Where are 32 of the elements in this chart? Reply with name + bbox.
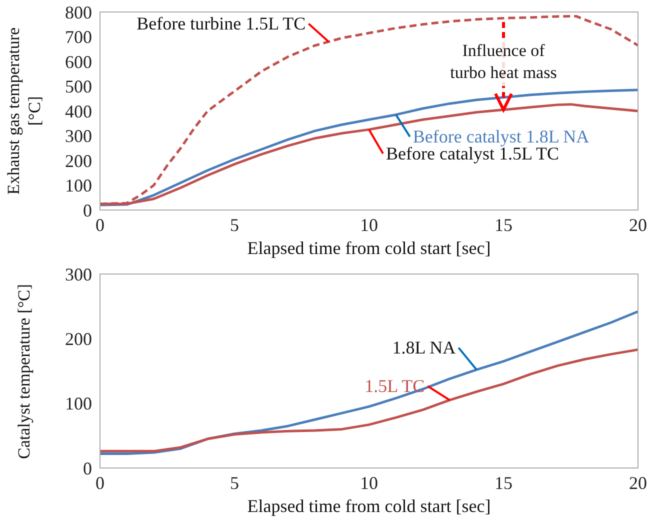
x-tick-label: 10 bbox=[360, 214, 378, 235]
x-tick-label: 0 bbox=[96, 214, 104, 235]
x-tick-label: 0 bbox=[96, 472, 104, 493]
y-tick-label: 300 bbox=[65, 264, 92, 284]
x-tick-label: 5 bbox=[230, 472, 239, 493]
x-tick-label: 20 bbox=[629, 472, 647, 493]
x-tick-label: 10 bbox=[360, 472, 378, 493]
x-tick-label: 15 bbox=[494, 472, 512, 493]
series-label: 1.8L NA bbox=[392, 338, 456, 358]
series-label: Before turbine 1.5L TC bbox=[136, 14, 306, 34]
x-tick-label: 15 bbox=[494, 214, 512, 235]
y-tick-label: 400 bbox=[65, 101, 92, 122]
y-tick-label: 500 bbox=[65, 76, 92, 97]
y-tick-label: 100 bbox=[65, 394, 92, 414]
series-label: 1.5L TC bbox=[364, 376, 425, 396]
y-tick-label: 800 bbox=[65, 2, 92, 22]
y-tick-label: 100 bbox=[65, 176, 92, 196]
annotation: Influence of turbo heat mass bbox=[450, 41, 557, 82]
y-tick-label: 600 bbox=[65, 52, 92, 72]
y-tick-label: 0 bbox=[83, 458, 92, 478]
y-tick-label: 700 bbox=[65, 27, 92, 48]
x-axis-title: Elapsed time from cold start [sec] bbox=[247, 238, 491, 258]
y-tick-label: 200 bbox=[65, 150, 92, 171]
y-tick-label: 0 bbox=[83, 200, 92, 220]
x-tick-label: 5 bbox=[230, 214, 239, 235]
x-axis-title: Elapsed time from cold start [sec] bbox=[247, 496, 491, 516]
series-label: Before catalyst 1.8L NA bbox=[412, 126, 590, 147]
y-tick-label: 300 bbox=[65, 126, 92, 146]
y-tick-label: 200 bbox=[65, 329, 92, 350]
x-tick-label: 20 bbox=[629, 214, 647, 235]
y-axis-title: Exhaust gas temperature [°C] bbox=[3, 26, 45, 197]
y-axis-title: Catalyst temperature [°C] bbox=[14, 282, 34, 460]
